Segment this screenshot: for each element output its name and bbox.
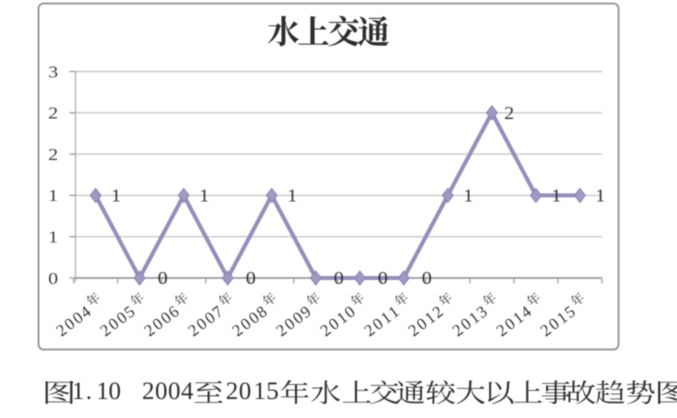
svg-text:0: 0: [48, 269, 58, 288]
svg-text:2: 2: [504, 104, 514, 124]
svg-text:1: 1: [48, 187, 58, 206]
svg-text:1: 1: [551, 186, 561, 206]
svg-text:1: 1: [72, 378, 85, 405]
svg-text:1: 1: [595, 186, 605, 206]
svg-text:0: 0: [155, 378, 168, 405]
svg-text:0: 0: [158, 269, 168, 289]
svg-text:0: 0: [168, 378, 181, 405]
svg-text:1: 1: [48, 228, 58, 247]
svg-text:0: 0: [246, 269, 256, 289]
svg-text:2: 2: [142, 378, 155, 405]
svg-text:0: 0: [239, 378, 252, 405]
svg-text:2: 2: [226, 378, 239, 405]
svg-text:1: 1: [253, 378, 266, 405]
svg-text:2: 2: [48, 145, 58, 164]
svg-text:0: 0: [334, 269, 344, 289]
svg-text:.: .: [86, 378, 92, 405]
svg-text:1: 1: [463, 186, 473, 206]
svg-text:1: 1: [111, 186, 121, 206]
svg-text:0: 0: [422, 269, 432, 289]
svg-text:1: 1: [199, 186, 209, 206]
svg-text:0: 0: [109, 378, 122, 405]
svg-text:5: 5: [266, 378, 279, 405]
svg-text:1: 1: [287, 186, 297, 206]
svg-text:2: 2: [48, 104, 58, 123]
svg-text:0: 0: [378, 269, 388, 289]
svg-text:1: 1: [96, 378, 109, 405]
svg-text:3: 3: [48, 63, 58, 82]
svg-text:4: 4: [181, 378, 194, 405]
